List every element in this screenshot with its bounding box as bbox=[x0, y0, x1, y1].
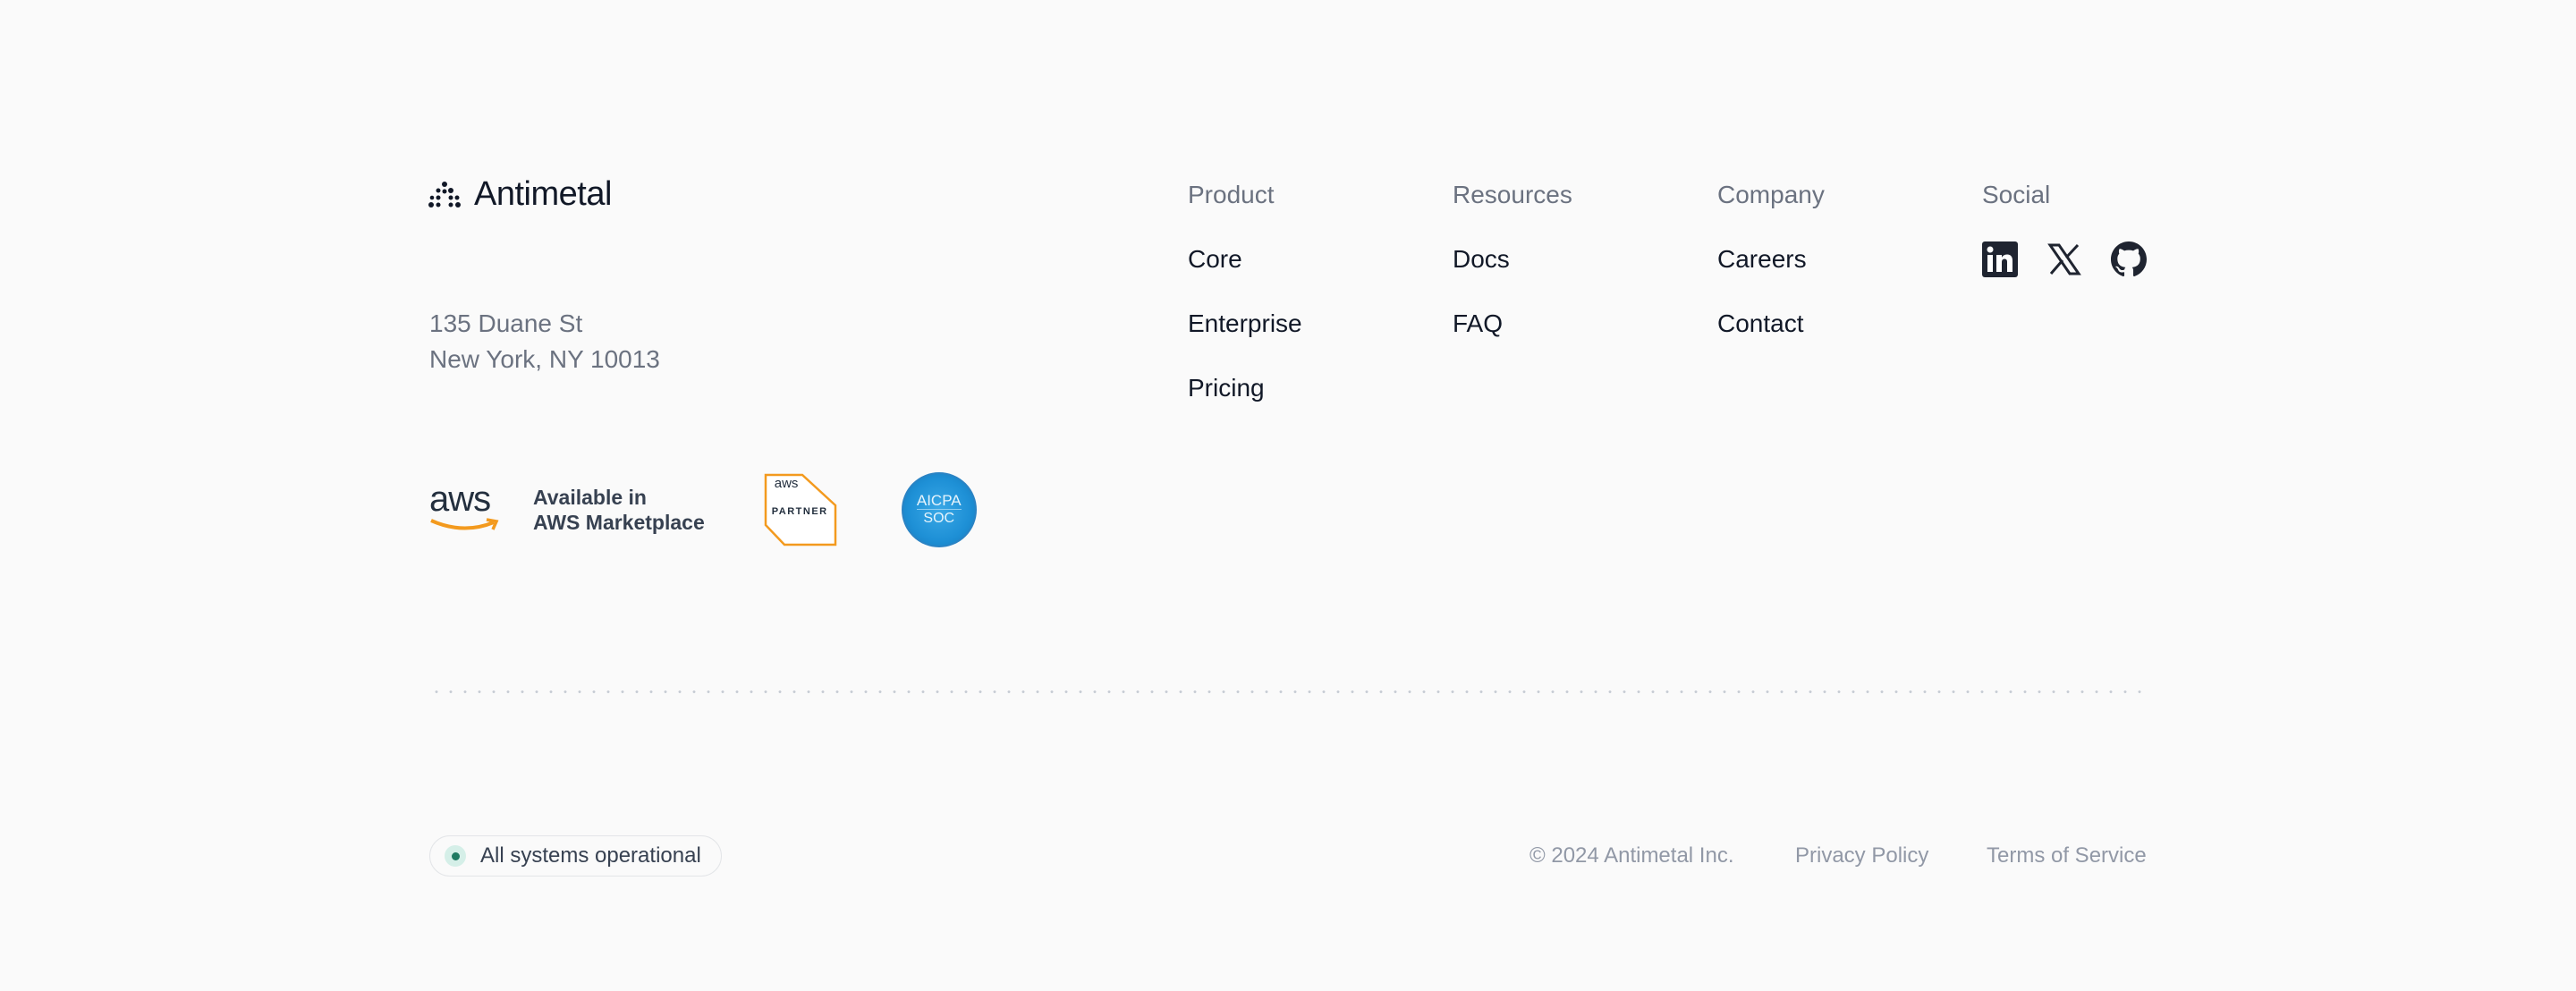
column-heading: Company bbox=[1717, 181, 1825, 208]
address: 135 Duane St New York, NY 10013 bbox=[429, 306, 660, 377]
link-faq[interactable]: FAQ bbox=[1453, 309, 1504, 337]
aws-text-line1: Available in bbox=[533, 486, 647, 509]
status-badge[interactable]: All systems operational bbox=[429, 835, 722, 877]
address-line-2: New York, NY 10013 bbox=[429, 345, 660, 373]
brand-name: Antimetal bbox=[474, 175, 612, 213]
x-icon[interactable] bbox=[2046, 241, 2082, 277]
antimetal-logo-icon bbox=[428, 181, 461, 208]
address-line-1: 135 Duane St bbox=[429, 309, 583, 337]
brand-logo[interactable]: Antimetal bbox=[428, 175, 612, 214]
link-core[interactable]: Core bbox=[1188, 245, 1242, 273]
aws-partner-badge: aws PARTNER bbox=[764, 473, 837, 546]
footer-column-company: Company Careers Contact bbox=[1717, 177, 1825, 342]
divider bbox=[429, 690, 2143, 693]
link-enterprise[interactable]: Enterprise bbox=[1188, 309, 1302, 337]
footer-column-resources: Resources Docs FAQ bbox=[1453, 177, 1572, 342]
status-label: All systems operational bbox=[480, 843, 701, 868]
aws-text-line2: AWS Marketplace bbox=[533, 511, 705, 534]
footer-column-social: Social bbox=[1982, 177, 2050, 213]
privacy-policy-link[interactable]: Privacy Policy bbox=[1795, 843, 1929, 868]
aws-marketplace-badge[interactable]: aws Available in AWS Marketplace bbox=[429, 479, 705, 535]
status-dot-icon bbox=[445, 845, 466, 867]
social-icons bbox=[1982, 241, 2147, 277]
link-docs[interactable]: Docs bbox=[1453, 245, 1510, 273]
aws-logo-icon: aws bbox=[429, 479, 501, 535]
copyright: © 2024 Antimetal Inc. bbox=[1530, 843, 1734, 868]
column-heading: Product bbox=[1188, 181, 1275, 208]
footer-column-product: Product Core Enterprise Pricing bbox=[1188, 177, 1302, 406]
link-contact[interactable]: Contact bbox=[1717, 309, 1804, 337]
badges-row: aws Available in AWS Marketplace aws PAR… bbox=[429, 472, 977, 547]
link-careers[interactable]: Careers bbox=[1717, 245, 1807, 273]
terms-of-service-link[interactable]: Terms of Service bbox=[1987, 843, 2147, 868]
github-icon[interactable] bbox=[2111, 241, 2147, 277]
column-heading: Resources bbox=[1453, 181, 1572, 208]
link-pricing[interactable]: Pricing bbox=[1188, 374, 1265, 402]
linkedin-icon[interactable] bbox=[1982, 241, 2018, 277]
column-heading: Social bbox=[1982, 181, 2051, 208]
aicpa-soc-badge: AICPA SOC bbox=[901, 472, 977, 547]
